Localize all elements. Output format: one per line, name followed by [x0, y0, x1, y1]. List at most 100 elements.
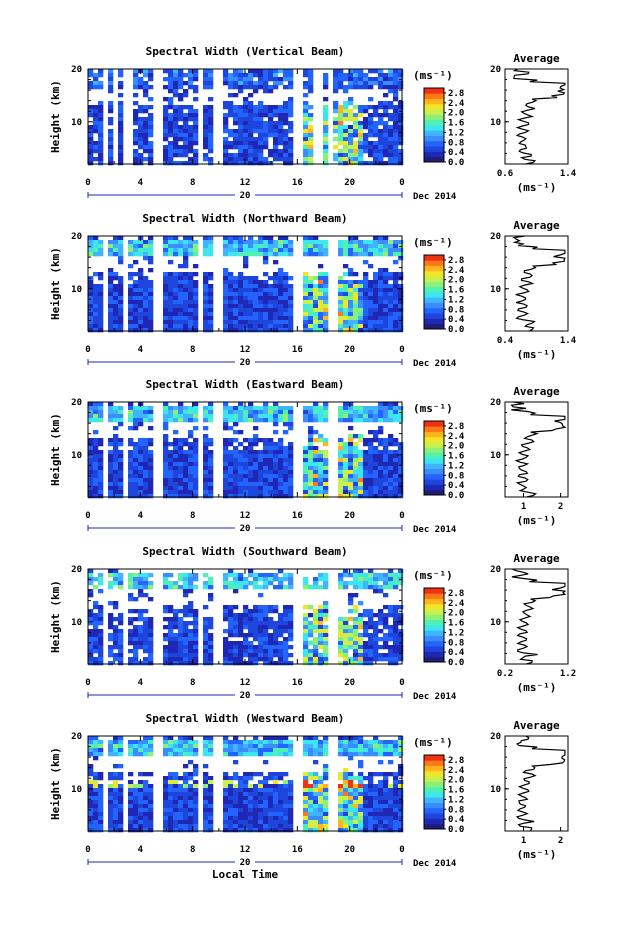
heatmap-cell	[238, 125, 244, 130]
heatmap-cell	[183, 121, 189, 126]
heatmap-cell	[233, 736, 239, 741]
heatmap-cell	[278, 581, 284, 586]
colorbar-tick-label: 2.8	[448, 256, 464, 266]
heatmap-cell	[238, 581, 244, 586]
heatmap-cell	[138, 609, 144, 614]
heatmap-cell	[178, 240, 184, 245]
heatmap-cell	[193, 280, 199, 285]
heatmap-cell	[368, 744, 374, 749]
heatmap-cell	[193, 808, 199, 813]
heatmap-cell	[233, 153, 239, 158]
heatmap-cell	[138, 85, 144, 90]
heatmap-cell	[143, 494, 149, 499]
heatmap-cell	[353, 593, 359, 598]
heatmap-cell	[368, 780, 374, 785]
heatmap-cell	[398, 149, 404, 154]
heatmap-cell	[228, 609, 234, 614]
heatmap-cell	[183, 324, 189, 329]
heatmap-cell	[183, 629, 189, 634]
heatmap-cell	[358, 113, 364, 118]
heatmap-cell	[113, 292, 119, 297]
heatmap-cell	[178, 109, 184, 114]
heatmap-cell	[393, 748, 399, 753]
heatmap-cell	[388, 657, 394, 662]
colorbar-tick-label: 0.8	[448, 471, 464, 481]
heatmap-cell	[278, 141, 284, 146]
heatmap-cell	[193, 804, 199, 809]
heatmap-cell	[238, 450, 244, 455]
heatmap-cell	[313, 284, 319, 289]
heatmap-cell	[118, 414, 124, 419]
heatmap-cell	[388, 482, 394, 487]
heatmap-cell	[148, 629, 154, 634]
heatmap-cell	[318, 486, 324, 491]
heatmap-cell	[363, 581, 369, 586]
heatmap-cell	[268, 740, 274, 745]
heatmap-cell	[393, 414, 399, 419]
heatmap-cell	[378, 252, 384, 257]
heatmap-cell	[133, 744, 139, 749]
heatmap-cell	[243, 284, 249, 289]
heatmap-cell	[303, 292, 309, 297]
panel-title: Spectral Width (Eastward Beam)	[146, 378, 345, 391]
heatmap-cell	[368, 406, 374, 411]
heatmap-cell	[178, 625, 184, 630]
heatmap-cell	[118, 490, 124, 495]
heatmap-cell	[238, 629, 244, 634]
heatmap-cell	[228, 280, 234, 285]
heatmap-cell	[263, 145, 269, 150]
heatmap-cell	[193, 792, 199, 797]
average-unit: (ms⁻¹)	[517, 681, 557, 694]
heatmap-cell	[308, 418, 314, 423]
heatmap-cell	[163, 649, 169, 654]
heatmap-cell	[318, 780, 324, 785]
heatmap-cell	[183, 736, 189, 741]
heatmap-cell	[238, 324, 244, 329]
heatmap-cell	[243, 800, 249, 805]
heatmap-cell	[188, 776, 194, 781]
heatmap-cell	[323, 121, 329, 126]
heatmap-cell	[223, 288, 229, 293]
heatmap-cell	[258, 462, 264, 467]
heatmap-cell	[303, 240, 309, 245]
heatmap-cell	[208, 597, 214, 602]
heatmap-cell	[248, 141, 254, 146]
heatmap-cell	[88, 764, 94, 769]
heatmap-cell	[283, 609, 289, 614]
heatmap-cell	[353, 434, 359, 439]
heatmap-cell	[303, 736, 309, 741]
day-label-bg	[235, 523, 255, 533]
heatmap-cell	[233, 328, 239, 333]
heatmap-cell	[343, 304, 349, 309]
heatmap-cell	[238, 81, 244, 86]
heatmap-cell	[188, 73, 194, 78]
heatmap-cell	[378, 244, 384, 249]
heatmap-cell	[258, 593, 264, 598]
heatmap-cell	[88, 589, 94, 594]
heatmap-cell	[348, 109, 354, 114]
heatmap-cell	[358, 248, 364, 253]
heatmap-cell	[208, 284, 214, 289]
colorbar-swatch	[424, 426, 444, 432]
heatmap-cell	[178, 442, 184, 447]
heatmap-cell	[258, 410, 264, 415]
heatmap-cell	[268, 69, 274, 74]
heatmap-cell	[363, 804, 369, 809]
heatmap-cell	[113, 637, 119, 642]
heatmap-cell	[93, 252, 99, 257]
heatmap-cell	[263, 808, 269, 813]
heatmap-cell	[118, 256, 124, 261]
average-frame	[504, 235, 569, 332]
heatmap-cell	[128, 466, 134, 471]
heatmap-cell	[258, 406, 264, 411]
heatmap-cell	[173, 740, 179, 745]
heatmap-cell	[113, 288, 119, 293]
heatmap-cell	[88, 736, 94, 741]
heatmap-cell	[268, 752, 274, 757]
heatmap-cell	[338, 161, 344, 166]
heatmap-cell	[233, 772, 239, 777]
heatmap-cell	[383, 633, 389, 638]
heatmap-cell	[388, 328, 394, 333]
heatmap-cell	[323, 581, 329, 586]
heatmap-cell	[313, 748, 319, 753]
